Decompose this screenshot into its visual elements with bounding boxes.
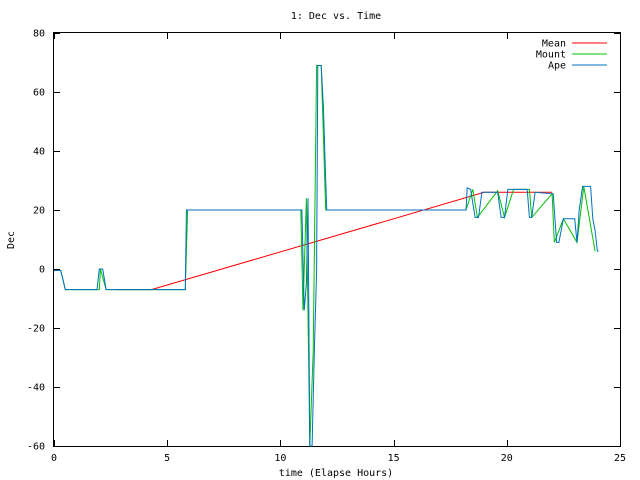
x-axis-label: time (Elapse Hours) <box>279 468 393 479</box>
y-tick-label: 40 <box>33 147 45 158</box>
legend-label-ape: Ape <box>548 61 566 72</box>
y-tick-label: -60 <box>27 442 45 453</box>
plot-frame <box>53 32 621 447</box>
legend-label-mount: Mount <box>536 50 566 61</box>
y-tick-label: -40 <box>27 383 45 394</box>
axis-ticks: 0 5 10 15 20 25 -60 -40 -20 0 20 40 60 80 <box>27 29 626 465</box>
y-tick-label: 80 <box>33 29 45 40</box>
series-line-mount <box>54 65 596 447</box>
series-line-ape <box>54 65 599 447</box>
x-tick-label: 5 <box>164 453 170 464</box>
y-tick-label: 0 <box>39 265 45 276</box>
x-tick-label: 0 <box>51 453 57 464</box>
x-tick-label: 25 <box>614 453 626 464</box>
x-tick-label: 20 <box>501 453 513 464</box>
chart-title: 1: Dec vs. Time <box>291 11 381 22</box>
legend-label-mean: Mean <box>542 39 566 50</box>
y-tick-label: 20 <box>33 206 45 217</box>
y-tick-label: -20 <box>27 324 45 335</box>
x-tick-label: 15 <box>388 453 400 464</box>
series-lines <box>54 65 599 447</box>
plot-frame-group <box>53 32 621 447</box>
series-line-mean <box>117 191 553 291</box>
y-axis-label: Dec <box>6 231 17 249</box>
x-tick-label: 10 <box>274 453 286 464</box>
y-tick-label: 60 <box>33 88 45 99</box>
